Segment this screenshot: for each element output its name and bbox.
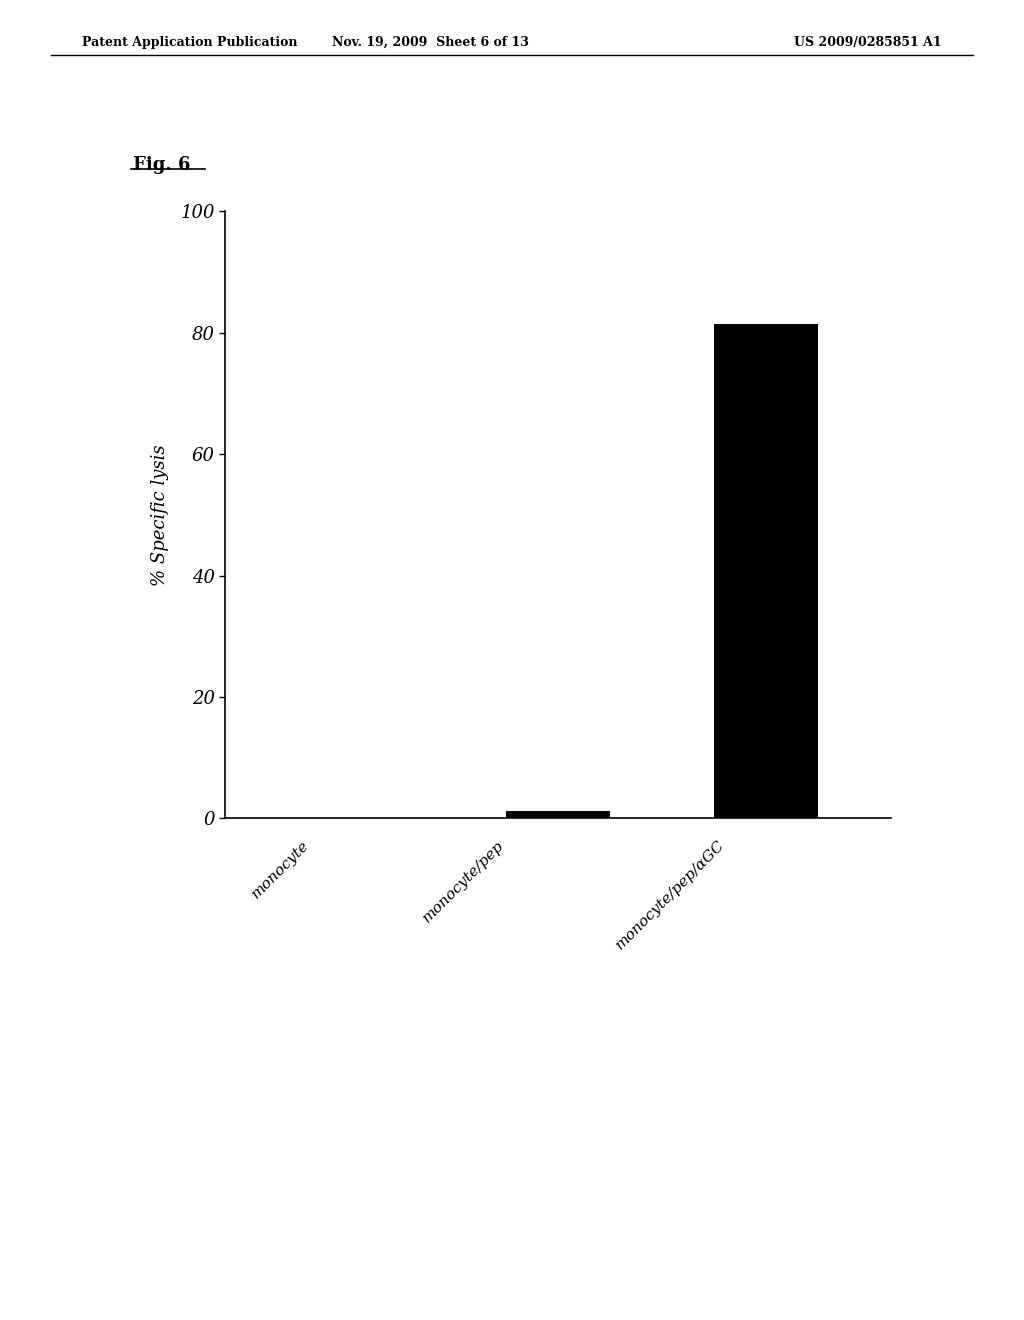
Bar [714,323,818,818]
Text: Fig. 6: Fig. 6 [133,156,190,174]
Text: US 2009/0285851 A1: US 2009/0285851 A1 [795,36,942,49]
Bar [506,810,610,818]
Text: monocyte/pep/αGC: monocyte/pep/αGC [612,838,727,953]
Text: monocyte: monocyte [250,838,312,902]
Text: Patent Application Publication: Patent Application Publication [82,36,297,49]
Text: Nov. 19, 2009  Sheet 6 of 13: Nov. 19, 2009 Sheet 6 of 13 [332,36,528,49]
Text: monocyte/pep: monocyte/pep [420,838,507,925]
Y-axis label: % Specific lysis: % Specific lysis [152,444,169,586]
